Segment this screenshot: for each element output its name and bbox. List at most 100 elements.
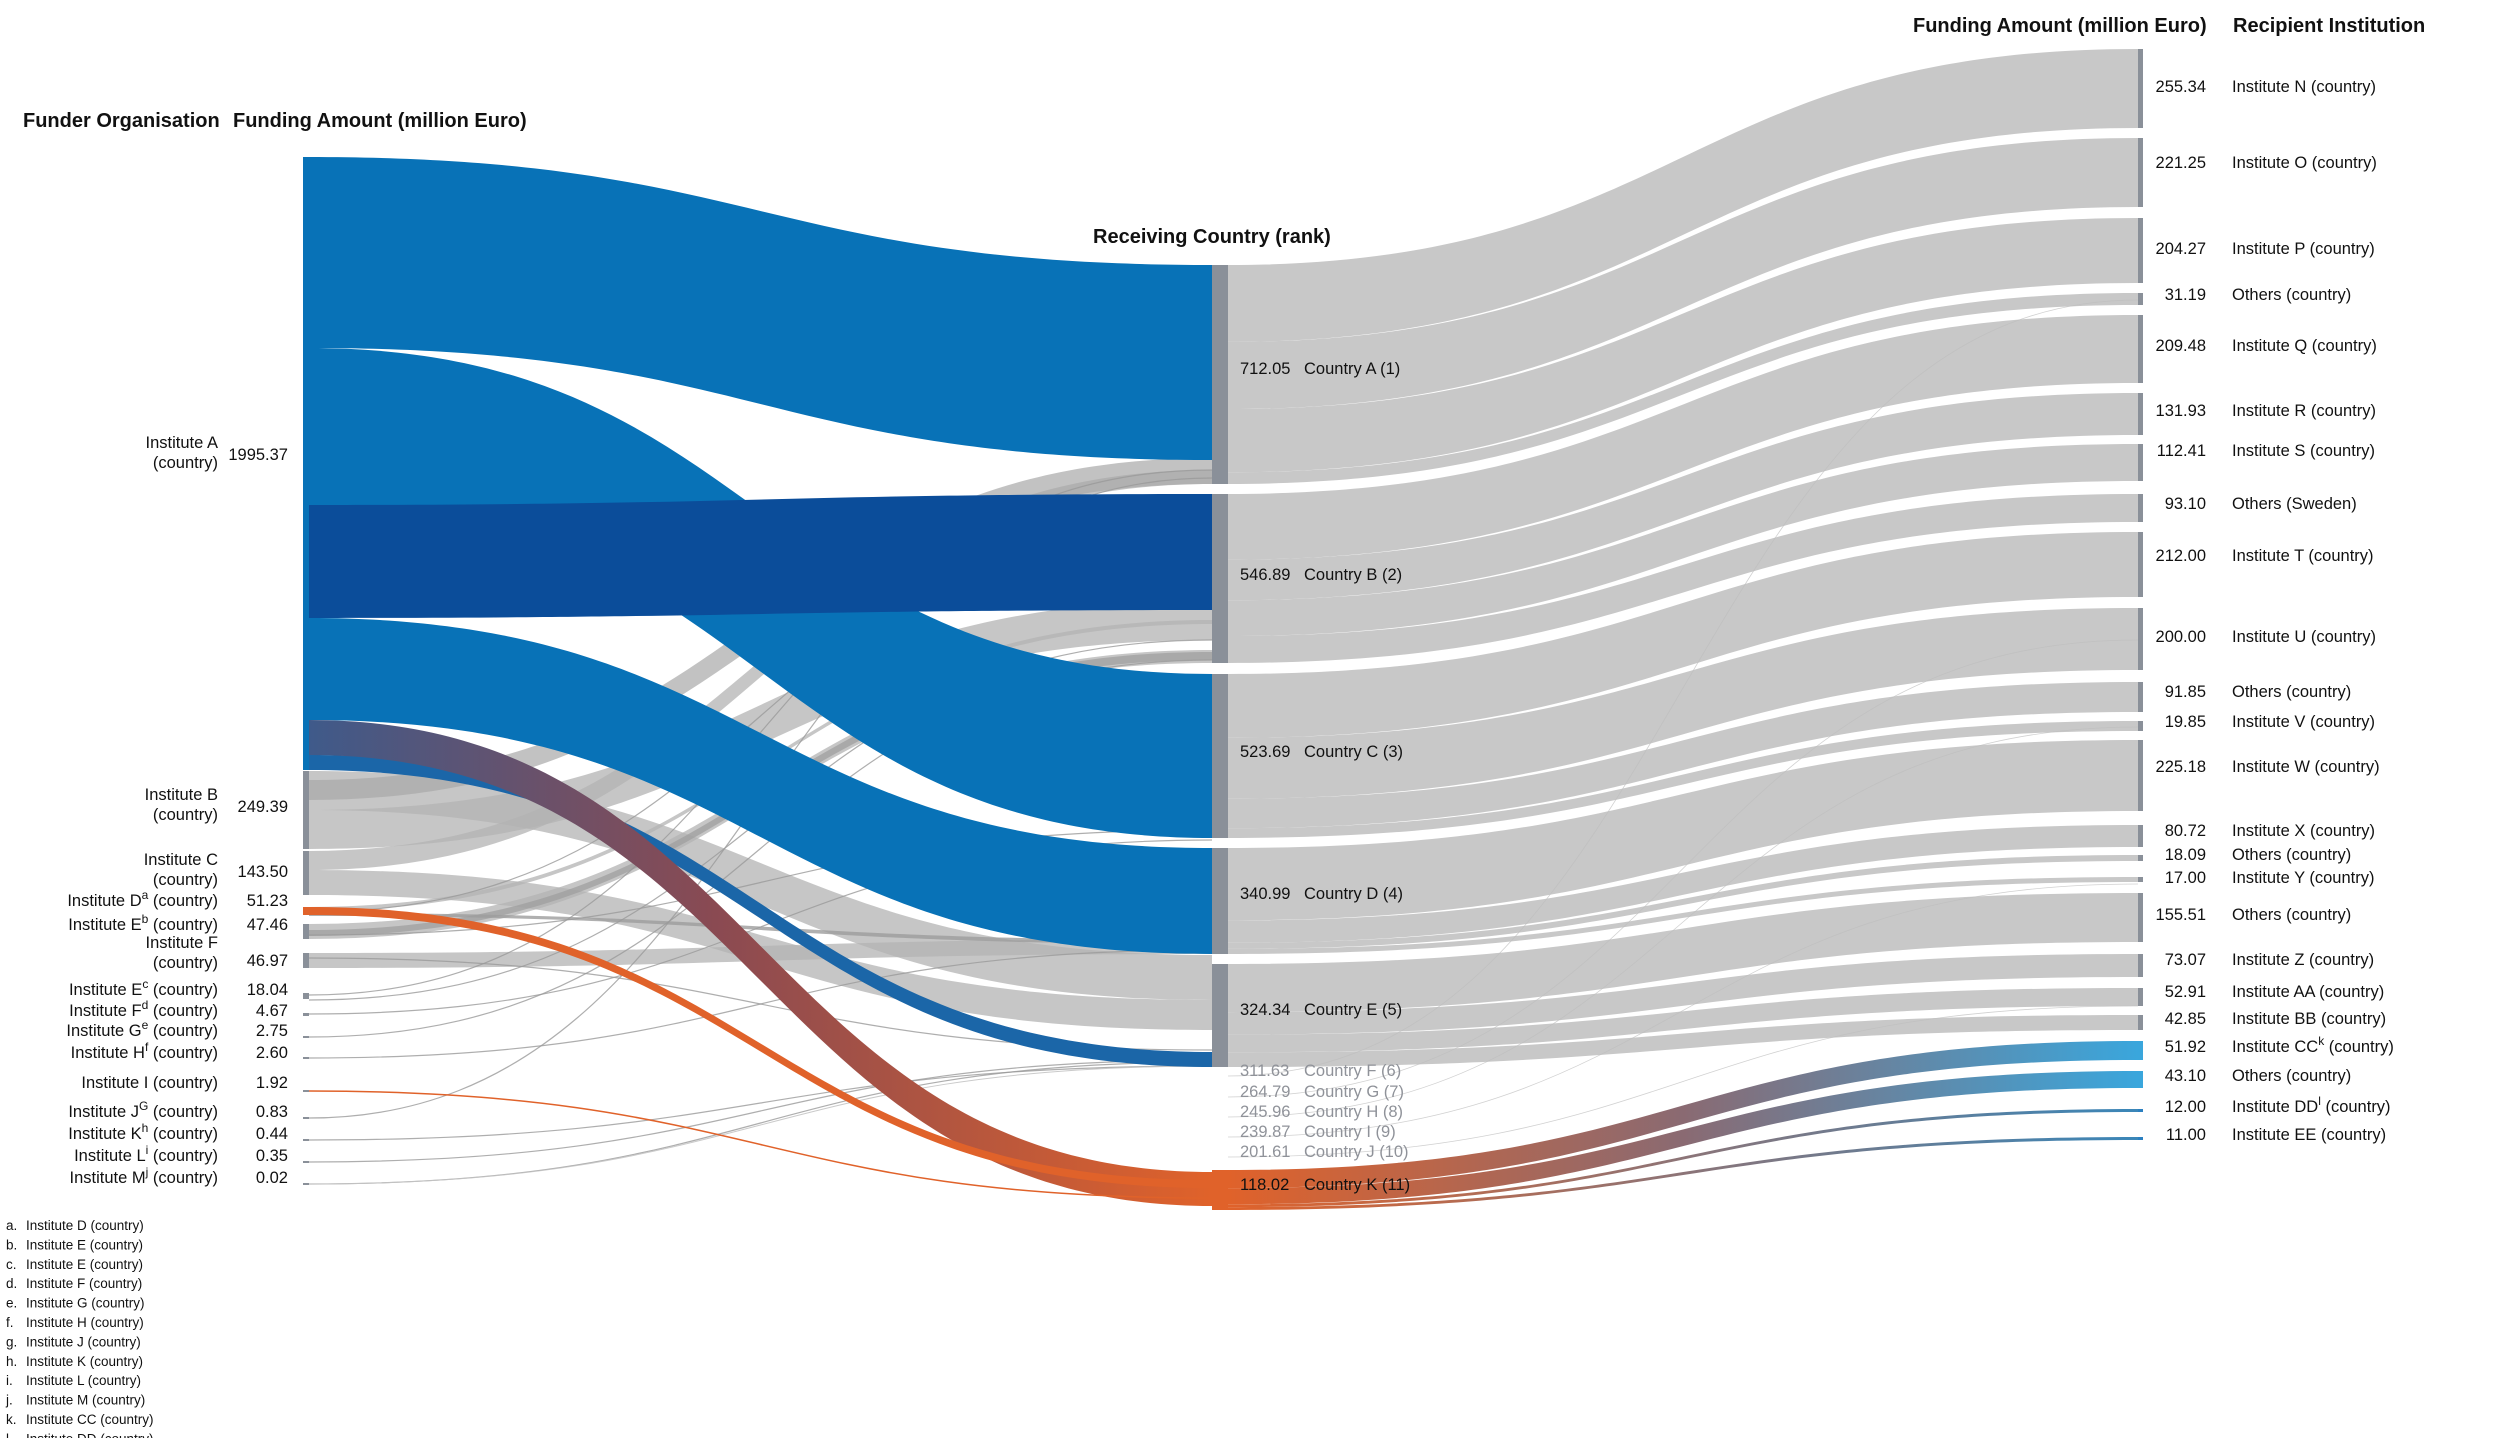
- flow-I-to-country-K: [308, 1090, 1213, 1199]
- header-country: Receiving Country (rank): [1093, 226, 1331, 248]
- grey-flow: [309, 600, 1212, 849]
- grey-thin-flow: [308, 1065, 1213, 1185]
- country-node: [1212, 964, 1228, 1067]
- footnote-key: a.: [6, 1218, 17, 1233]
- footnote-key: j.: [5, 1393, 13, 1408]
- recipient-value: 43.10: [2165, 1067, 2206, 1085]
- funder-label: Institute Kh (country): [68, 1121, 218, 1143]
- funder-value: 2.60: [256, 1044, 288, 1062]
- recipient-value: 155.51: [2156, 906, 2206, 924]
- recipient-name: Others (country): [2232, 286, 2351, 304]
- recipient-value: 52.91: [2165, 983, 2206, 1001]
- recipient-value: 12.00: [2165, 1098, 2206, 1116]
- recipient-value: 225.18: [2156, 758, 2206, 776]
- funder-node: [303, 157, 309, 770]
- country-name: Country J (10): [1304, 1143, 1409, 1161]
- recipient-value: 200.00: [2156, 628, 2206, 646]
- recipient-name: Institute O (country): [2232, 154, 2377, 172]
- footnote-text: Institute J (country): [26, 1334, 141, 1349]
- funder-label: Institute Ec (country): [69, 977, 218, 999]
- recipient-node: [2138, 138, 2143, 207]
- recipient-name: Institute Z (country): [2232, 951, 2374, 969]
- funder-label: Institute JG (country): [68, 1099, 218, 1121]
- recipient-node: [2138, 315, 2143, 383]
- funder-node: [303, 851, 309, 895]
- recipient-name: Institute P (country): [2232, 240, 2375, 258]
- country-name: Country H (8): [1304, 1103, 1403, 1121]
- footnote-key: l.: [6, 1431, 13, 1438]
- funder-label: Institute Da (country): [67, 888, 218, 910]
- recipient-node: [2138, 444, 2143, 481]
- funder-label: (country): [153, 454, 218, 472]
- country-name: Country E (5): [1304, 1001, 1402, 1019]
- country-name: Country G (7): [1304, 1083, 1404, 1101]
- flow-country-to-recipient: [1228, 293, 2138, 484]
- recipient-value: 51.92: [2165, 1038, 2206, 1056]
- funder-node: [303, 1013, 309, 1016]
- country-value: 311.63: [1240, 1062, 1289, 1080]
- funder-value: 0.83: [256, 1103, 288, 1121]
- funder-value: 51.23: [247, 892, 288, 910]
- flow-country-to-recipient: [1228, 825, 2138, 943]
- country-value: 324.34: [1240, 1001, 1290, 1019]
- funder-value: 0.02: [256, 1169, 288, 1187]
- country-value: 523.69: [1240, 743, 1290, 761]
- funder-label: Institute B: [145, 786, 218, 804]
- funder-node: [303, 924, 309, 939]
- nodes: [303, 49, 2143, 1210]
- flow-country-K-to-recipient: [1228, 1041, 2138, 1189]
- flow-country-K-to-recipient: [1228, 1137, 2138, 1210]
- funder-value: 1.92: [256, 1074, 288, 1092]
- recipient-node: [2138, 494, 2143, 522]
- funder-value: 18.04: [247, 981, 288, 999]
- footnote-text: Institute E (country): [26, 1237, 143, 1252]
- hidden-country-flow: [1227, 639, 2139, 1098]
- recipient-node: [2138, 393, 2143, 435]
- funder-node: [303, 1161, 309, 1163]
- header-recipient: Recipient Institution: [2233, 15, 2425, 37]
- footnote-key: k.: [6, 1412, 17, 1427]
- footnote-text: Institute M (country): [26, 1393, 145, 1408]
- country-value: 340.99: [1240, 885, 1290, 903]
- funder-value: 1995.37: [228, 446, 288, 464]
- flow-A-to-country-B: [309, 494, 1212, 618]
- funder-value: 0.35: [256, 1147, 288, 1165]
- recipient-name: Institute Y (country): [2232, 869, 2374, 887]
- recipient-node: [2138, 682, 2143, 712]
- recipient-value: 73.07: [2165, 951, 2206, 969]
- recipient-value: 17.00: [2165, 869, 2206, 887]
- footnote-key: i.: [6, 1373, 13, 1388]
- hidden-country-flow: [1227, 1005, 2139, 1158]
- funder-node: [303, 1057, 309, 1059]
- flow-country-to-recipient: [1228, 315, 2138, 560]
- funder-value: 4.67: [256, 1002, 288, 1020]
- flow-country-to-recipient: [1228, 218, 2138, 473]
- flow-A-to-country-K: [309, 720, 1212, 1206]
- recipient-name: Institute EE (country): [2232, 1126, 2386, 1144]
- funder-node: [303, 1139, 309, 1141]
- recipient-value: 80.72: [2165, 822, 2206, 840]
- flow-country-to-recipient: [1228, 954, 2138, 1035]
- funder-value: 2.75: [256, 1022, 288, 1040]
- funder-value: 47.46: [247, 916, 288, 934]
- highlight-flows: [308, 720, 1213, 1206]
- funder-label: Institute Mj (country): [70, 1165, 218, 1187]
- recipient-name: Institute DDl (country): [2232, 1094, 2391, 1116]
- footnote-key: f.: [6, 1315, 14, 1330]
- recipient-name: Institute T (country): [2232, 547, 2374, 565]
- country-name: Country F (6): [1304, 1062, 1401, 1080]
- recipient-name: Institute Q (country): [2232, 337, 2377, 355]
- recipient-value: 221.25: [2156, 154, 2206, 172]
- recipient-node: [2138, 532, 2143, 597]
- recipient-value: 112.41: [2157, 442, 2206, 460]
- grey-flow: [309, 913, 1212, 944]
- country-node: [1212, 1170, 1228, 1210]
- flow-country-to-recipient: [1228, 988, 2138, 1053]
- flow-country-to-recipient: [1228, 855, 2138, 949]
- grey-thin-flow: [308, 1065, 1213, 1141]
- header-funder: Funder Organisation: [23, 110, 220, 132]
- footnote-text: Institute G (country): [26, 1296, 145, 1311]
- recipient-name: Institute S (country): [2232, 442, 2375, 460]
- recipient-name: Others (country): [2232, 846, 2351, 864]
